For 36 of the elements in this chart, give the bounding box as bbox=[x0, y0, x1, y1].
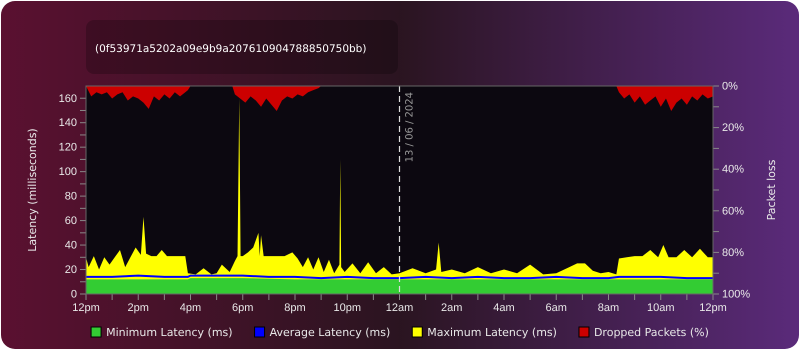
chart-subtitle: (0f53971a5202a09e9b9a207610904788850750bb) bbox=[95, 43, 366, 55]
y-tick-label: 40 bbox=[64, 240, 77, 252]
x-tick-label: 8pm bbox=[284, 302, 306, 314]
x-tick-label: 8am bbox=[598, 302, 620, 314]
legend-label: Maximum Latency (ms) bbox=[427, 326, 557, 339]
x-tick-label: 6pm bbox=[232, 302, 254, 314]
y2-tick-label: 40% bbox=[722, 164, 744, 176]
legend-label: Dropped Packets (%) bbox=[594, 326, 709, 339]
x-tick-label: 2pm bbox=[128, 302, 149, 314]
y2-tick-label: 80% bbox=[722, 246, 744, 259]
y2-tick-label: 0% bbox=[722, 80, 738, 93]
y-tick-label: 80 bbox=[64, 190, 77, 203]
y-tick-label: 160 bbox=[58, 92, 77, 105]
y2-axis-title: Packet loss bbox=[765, 159, 778, 220]
x-tick-label: 4pm bbox=[180, 302, 202, 314]
x-tick-label: 12am bbox=[386, 302, 414, 314]
x-tick-label: 4am bbox=[493, 302, 515, 314]
ref-line-label: 13 / 06 / 2024 bbox=[404, 92, 416, 162]
y-tick-label: 120 bbox=[58, 142, 77, 154]
y2-tick-label: 100% bbox=[722, 288, 750, 301]
x-tick-label: 10am bbox=[646, 302, 675, 314]
y-tick-label: 0 bbox=[70, 288, 77, 301]
x-tick-label: 12pm bbox=[72, 302, 100, 314]
y2-tick-label: 60% bbox=[722, 205, 744, 218]
legend-label: Minimum Latency (ms) bbox=[106, 326, 233, 339]
y-tick-label: 20 bbox=[64, 264, 77, 276]
x-tick-label: 2am bbox=[441, 302, 462, 314]
x-tick-label: 12pm bbox=[699, 302, 727, 314]
y-tick-label: 140 bbox=[58, 117, 77, 130]
y-tick-label: 60 bbox=[64, 215, 77, 228]
y-tick-label: 100 bbox=[58, 166, 77, 178]
legend-label: Average Latency (ms) bbox=[270, 326, 390, 339]
x-tick-label: 10pm bbox=[333, 302, 362, 314]
y-axis-title: Latency (milliseconds) bbox=[26, 128, 39, 252]
y2-tick-label: 20% bbox=[722, 122, 744, 134]
x-tick-label: 6am bbox=[546, 302, 567, 314]
